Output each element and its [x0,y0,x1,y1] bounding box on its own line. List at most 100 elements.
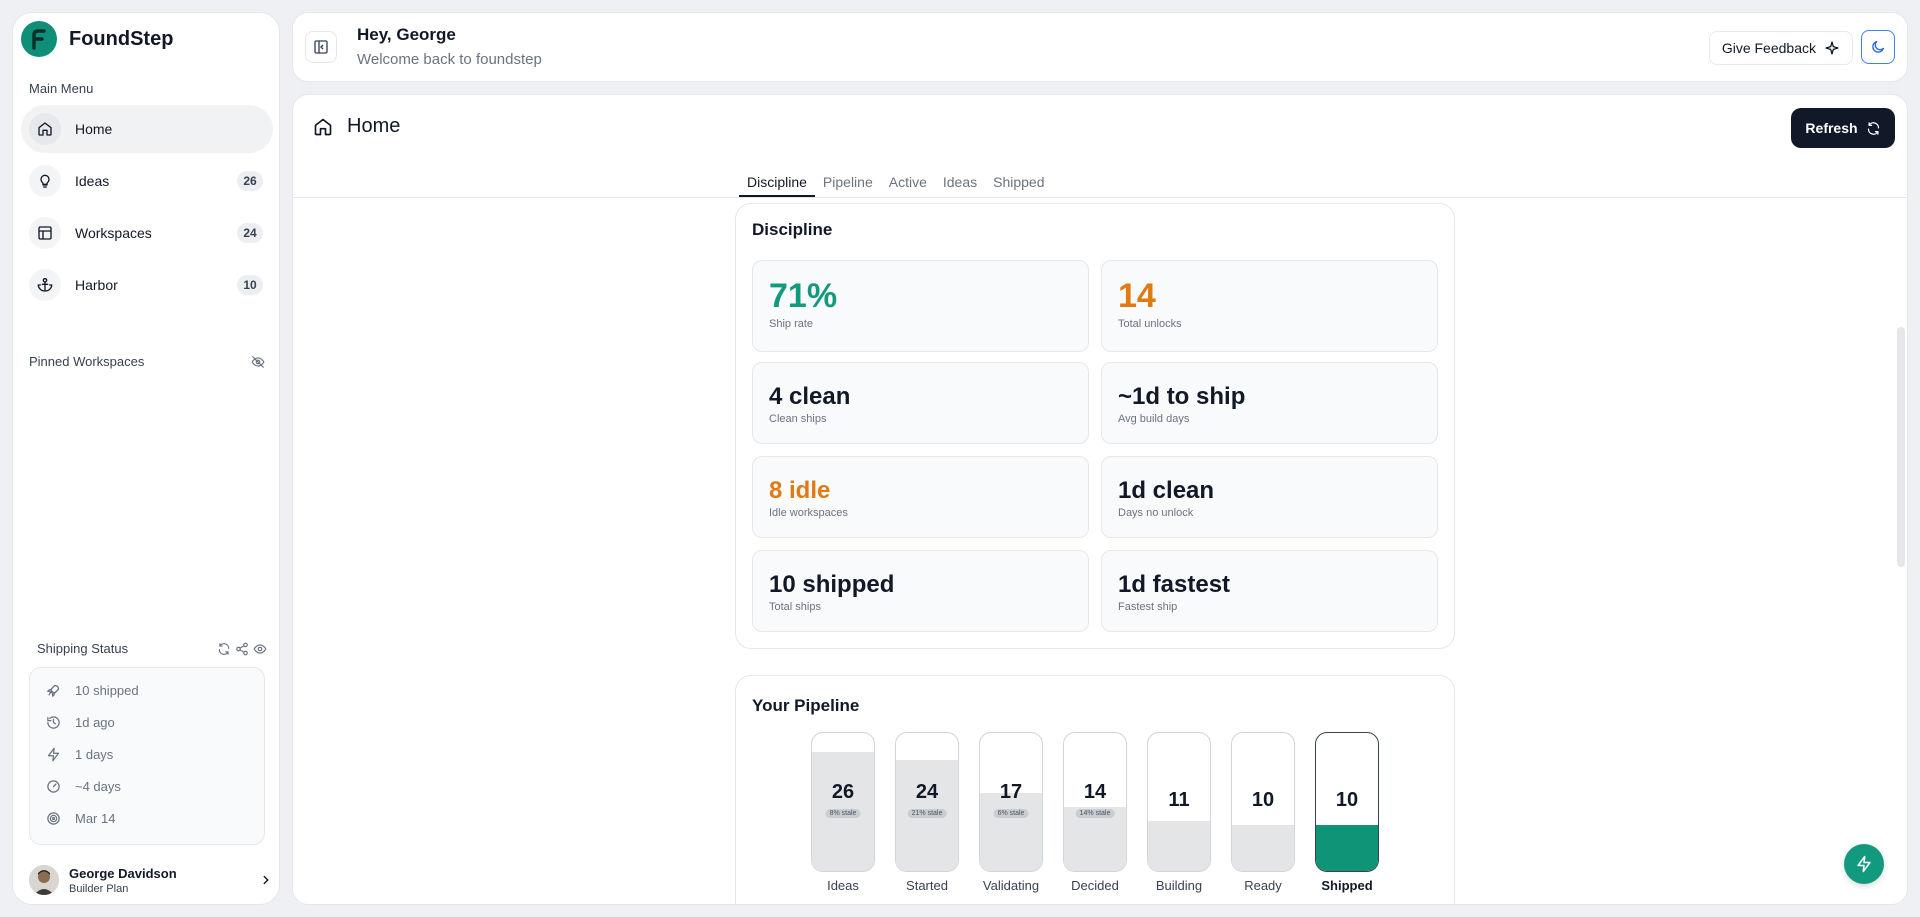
shipping-status-actions [217,642,267,656]
pipeline-stage-label: Building [1155,878,1203,893]
lightbulb-icon [29,165,61,197]
main-nav: Home Ideas 26 Workspaces 24 Harbor 10 [21,105,273,313]
stat-clean-ships: 4 clean Clean ships [752,362,1089,444]
sidebar-item-home[interactable]: Home [21,105,273,153]
tab-bar: Discipline Pipeline Active Ideas Shipped [739,167,1053,197]
greeting-subtitle: Welcome back to foundstep [357,51,542,68]
stat-label: Avg build days [1118,413,1190,425]
tab-active[interactable]: Active [888,174,927,190]
sidebar-item-label: Workspaces [75,225,152,241]
eye-off-icon[interactable] [251,355,265,369]
stat-label: Ship rate [769,318,814,330]
pipeline-tube: 10 [1231,732,1295,872]
pipeline-tube: 10 [1315,732,1379,872]
give-feedback-button[interactable]: Give Feedback [1708,31,1853,65]
theme-toggle-button[interactable] [1861,30,1895,64]
shipping-status-text: 1 days [75,746,114,762]
stat-fastest-ship: 1d fastest Fastest ship [1101,550,1438,632]
tab-pipeline[interactable]: Pipeline [822,174,873,190]
pipeline-stage-label: Ready [1244,878,1282,893]
refresh-button[interactable]: Refresh [1791,108,1895,148]
user-name: George Davidson [69,865,177,881]
pipeline-fill [1232,825,1294,871]
pipeline-stage-label: Ideas [827,878,859,893]
stat-total-ships: 10 shipped Total ships [752,550,1089,632]
pipeline-stage-shipped[interactable]: 10 Shipped [1315,732,1379,893]
stat-days-no-unlock: 1d clean Days no unlock [1101,456,1438,538]
shipping-status-panel: 10 shipped 1d ago 1 days ~4 days Mar 14 [29,667,265,845]
stat-value: 1d clean [1118,477,1215,504]
pipeline-stage-ideas[interactable]: 26 8% stale Ideas [811,732,875,893]
shipping-status-text: ~4 days [75,778,121,794]
pipeline-stage-label: Validating [982,878,1040,893]
pipeline-stage-building[interactable]: 11 Building [1147,732,1211,893]
sidebar-toggle-button[interactable] [305,31,337,63]
history-icon [46,715,61,730]
stale-badge: 14% stale [1075,809,1115,818]
stat-total-unlocks: 14 Total unlocks [1101,260,1438,352]
scrollbar[interactable] [1897,327,1905,567]
stat-avg-build-days: ~1d to ship Avg build days [1101,362,1438,444]
pipeline-stage-label: Shipped [1321,878,1373,893]
home-icon [313,117,333,137]
pipeline-tube: 14 14% stale [1063,732,1127,872]
pipeline-stage-decided[interactable]: 14 14% stale Decided [1063,732,1127,893]
pipeline-count: 10 [1335,789,1359,811]
pipeline-tube: 26 8% stale [811,732,875,872]
greeting-title: Hey, George [357,25,456,44]
stat-value: 1d fastest [1118,571,1231,598]
discipline-card: Discipline 71% Ship rate 14 Total unlock… [735,203,1455,649]
tab-shipped[interactable]: Shipped [993,174,1045,190]
stat-label: Days no unlock [1118,507,1194,519]
stat-idle-workspaces: 8 idle Idle workspaces [752,456,1089,538]
sidebar-item-workspaces[interactable]: Workspaces 24 [21,209,273,257]
share-icon[interactable] [235,642,249,656]
stat-label: Total ships [769,601,821,613]
stat-value: 14 [1118,277,1156,315]
pipeline-fill [1148,821,1210,871]
count-badge: 26 [237,171,263,191]
shipping-status-row: ~4 days [46,770,248,802]
sidebar-item-harbor[interactable]: Harbor 10 [21,261,273,309]
sidebar: FoundStep Main Menu Home Ideas 26 Worksp… [12,12,280,905]
zap-icon [46,747,61,762]
panel-left-icon [313,39,329,55]
stat-value: 10 shipped [769,571,895,598]
tab-discipline[interactable]: Discipline [739,167,815,197]
shipping-status-text: 10 shipped [75,682,139,698]
stale-badge: 21% stale [907,809,947,818]
pipeline-stage-validating[interactable]: 17 6% stale Validating [979,732,1043,893]
top-header: Hey, George Welcome back to foundstep Gi… [292,12,1908,82]
count-badge: 24 [237,223,263,243]
chevron-right-icon [259,873,273,887]
brand[interactable]: FoundStep [21,21,173,57]
stat-ship-rate: 71% Ship rate [752,260,1089,352]
tab-ideas[interactable]: Ideas [942,174,978,190]
pipeline-stage-label: Started [906,878,948,893]
pipeline-count: 17 [999,781,1023,803]
brand-name: FoundStep [69,27,174,50]
pipeline-count: 14 [1083,781,1107,803]
pipeline-card: Your Pipeline 26 8% stale Ideas 24 21% stale… [735,675,1455,904]
pipeline-tube: 17 6% stale [979,732,1043,872]
stat-value: 8 idle [769,477,831,504]
shipping-status-row: 1 days [46,738,248,770]
pipeline-stage-ready[interactable]: 10 Ready [1231,732,1295,893]
moon-icon [1870,39,1886,55]
pipeline-stage-label: Decided [1071,878,1119,893]
stat-label: Idle workspaces [769,507,848,519]
shipping-status-row: 1d ago [46,706,248,738]
layout-icon [29,217,61,249]
shipping-status-text: Mar 14 [75,810,116,826]
pipeline-fill [980,793,1042,871]
eye-icon[interactable] [253,642,267,656]
sparkle-icon [1824,40,1840,56]
quick-action-button[interactable] [1844,844,1884,884]
gauge-icon [46,779,61,794]
pipeline-stage-started[interactable]: 24 21% stale Started [895,732,959,893]
user-menu[interactable]: George Davidson Builder Plan [29,865,273,895]
main-panel: Home Refresh Discipline Pipeline Active … [292,94,1908,905]
home-icon [29,113,61,145]
sidebar-item-ideas[interactable]: Ideas 26 [21,157,273,205]
refresh-icon[interactable] [217,642,231,656]
